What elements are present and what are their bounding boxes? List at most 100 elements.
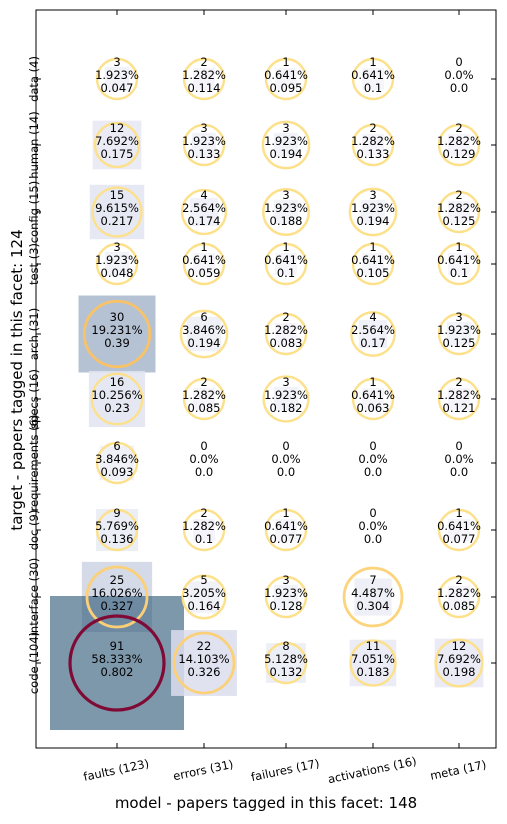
cell-square xyxy=(446,321,472,347)
cell-label-line: 0.114 xyxy=(188,81,221,95)
y-tick-label: arch (31) xyxy=(27,308,41,360)
cell-circle xyxy=(95,242,139,286)
cell-circle xyxy=(95,508,139,552)
cell-circle xyxy=(342,566,404,628)
cell-square xyxy=(448,134,470,156)
cell-square xyxy=(448,201,470,223)
cell-square xyxy=(99,445,135,481)
cell-label-line: 2 xyxy=(455,573,462,587)
cell-label-line: 3 xyxy=(113,55,120,69)
cell-label-line: 0.217 xyxy=(101,214,134,228)
cell-label-line: 3 xyxy=(282,188,289,202)
cell-circle xyxy=(264,575,308,619)
cell-circle xyxy=(437,312,481,356)
cell-circle xyxy=(180,188,228,236)
cell-label-line: 0 xyxy=(369,506,376,520)
cell-circle xyxy=(437,377,481,421)
cell-label: 7 4.487% 0.304 xyxy=(351,573,395,613)
cell-label: 4 2.564% 0.17 xyxy=(351,310,395,350)
cell-square xyxy=(78,295,156,373)
y-tick-label: requirements (6) xyxy=(27,415,41,512)
cell-label: 3 1.923% 0.194 xyxy=(351,188,395,228)
cell-circle xyxy=(264,312,308,356)
cell-label-line: 0.641% xyxy=(351,388,395,402)
cell-square xyxy=(186,316,222,352)
circle-layer xyxy=(68,57,484,712)
cell-label-line: 0.641% xyxy=(264,68,308,82)
cell-label-line: 3 xyxy=(455,310,462,324)
cell-label-line: 3 xyxy=(113,240,120,254)
cell-label-line: 2 xyxy=(369,121,376,135)
cell-label: 3 1.923% 0.128 xyxy=(264,573,308,613)
cell-label-line: 0.641% xyxy=(351,253,395,267)
cell-label-line: 3 xyxy=(282,573,289,587)
cell-label-line: 0.174 xyxy=(188,214,221,228)
cell-label: 0 0.0% 0.0 xyxy=(271,439,300,479)
cell-label-line: 4.487% xyxy=(351,586,395,600)
cell-label-line: 1.923% xyxy=(437,323,481,337)
cell-label-line: 0.077 xyxy=(270,532,303,546)
cell-square xyxy=(448,586,470,608)
cell-square xyxy=(448,253,470,275)
cell-label: 6 3.846% 0.194 xyxy=(182,310,226,350)
cell-circle xyxy=(182,242,226,286)
cell-label-line: 0.641% xyxy=(264,253,308,267)
cell-label: 1 0.641% 0.077 xyxy=(437,506,481,546)
cell-circle xyxy=(179,309,229,359)
cell-label: 2 1.282% 0.133 xyxy=(351,121,395,161)
cell-label-line: 0.164 xyxy=(188,599,221,613)
cell-label-line: 2 xyxy=(200,506,207,520)
y-tick-label: config (15) xyxy=(27,181,41,243)
cell-circle xyxy=(172,631,236,695)
cell-label-line: 0.136 xyxy=(101,532,134,546)
cell-label-line: 6 xyxy=(113,439,120,453)
cell-label-line: 0.132 xyxy=(270,665,303,679)
cell-label-line: 1 xyxy=(200,240,207,254)
cell-circle xyxy=(95,441,139,485)
cell-label-line: 5.769% xyxy=(95,519,139,533)
cell-label-line: 0.182 xyxy=(270,401,303,415)
cell-label: 0 0.0% 0.0 xyxy=(189,439,218,479)
cell-label-line: 4 xyxy=(200,188,207,202)
x-tick-label: faults (123) xyxy=(82,756,150,784)
cell-label: 2 1.282% 0.085 xyxy=(182,375,226,415)
cell-label-line: 2 xyxy=(455,121,462,135)
cell-square xyxy=(362,253,384,275)
cell-circle xyxy=(82,299,152,369)
cell-label-line: 0.23 xyxy=(104,401,130,415)
cell-square xyxy=(448,519,470,541)
cell-square xyxy=(193,68,215,90)
cell-label: 0 0.0% 0.0 xyxy=(358,506,387,546)
cell-label-line: 0.1 xyxy=(195,532,213,546)
cell-label: 11 7.051% 0.183 xyxy=(351,639,395,679)
cell-label-line: 0.133 xyxy=(188,147,221,161)
cell-label-line: 0.194 xyxy=(188,336,221,350)
cell-label-line: 0.125 xyxy=(443,336,476,350)
x-tick-label: activations (16) xyxy=(327,754,418,786)
cell-label: 1 0.641% 0.077 xyxy=(264,506,308,546)
cell-square xyxy=(193,388,215,410)
cell-label-line: 0.304 xyxy=(357,599,390,613)
cell-label-line: 1.923% xyxy=(264,201,308,215)
cell-label-line: 9.615% xyxy=(95,201,139,215)
cell-label-line: 1.282% xyxy=(182,388,226,402)
cell-circle xyxy=(182,508,226,552)
cell-label-line: 0.0% xyxy=(444,68,473,82)
cell-label-line: 1.282% xyxy=(437,134,481,148)
cell-label-line: 2.564% xyxy=(182,201,226,215)
cell-label-line: 1 xyxy=(282,506,289,520)
cell-label-line: 22 xyxy=(197,639,212,653)
cell-circle xyxy=(351,377,395,421)
cell-label-line: 0 xyxy=(455,439,462,453)
cell-label-line: 0.0% xyxy=(358,519,387,533)
cell-circle xyxy=(434,638,484,688)
cell-label-line: 0.0 xyxy=(364,465,382,479)
cell-label-line: 8 xyxy=(282,639,289,653)
cell-label: 8 5.128% 0.132 xyxy=(264,639,308,679)
cell-label-line: 1 xyxy=(455,506,462,520)
x-tick-label: errors (31) xyxy=(172,757,235,783)
cell-label-line: 1.923% xyxy=(351,201,395,215)
cell-circle xyxy=(264,508,308,552)
cell-label-line: 0 xyxy=(200,439,207,453)
cell-label-line: 0.129 xyxy=(443,147,476,161)
